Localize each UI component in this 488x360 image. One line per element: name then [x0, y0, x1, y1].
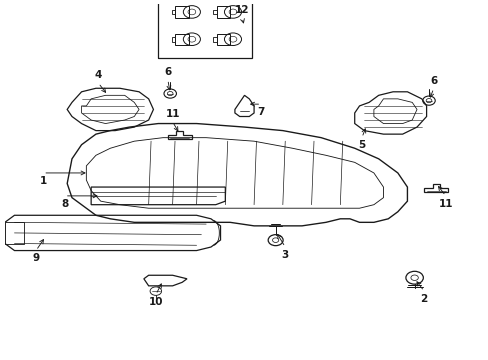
Text: 9: 9 — [32, 253, 40, 263]
Text: 11: 11 — [438, 199, 452, 209]
Text: 6: 6 — [164, 67, 171, 77]
Text: 3: 3 — [281, 250, 288, 260]
Text: 1: 1 — [40, 176, 47, 186]
Text: 7: 7 — [257, 107, 264, 117]
Text: 12: 12 — [234, 5, 249, 15]
Text: 11: 11 — [165, 109, 180, 119]
Bar — [158, 0, 251, 58]
Text: 2: 2 — [420, 294, 427, 304]
Text: 6: 6 — [429, 76, 437, 86]
Text: 4: 4 — [95, 70, 102, 80]
Text: 8: 8 — [61, 199, 68, 209]
Text: 10: 10 — [148, 297, 163, 307]
Text: 5: 5 — [358, 140, 365, 150]
